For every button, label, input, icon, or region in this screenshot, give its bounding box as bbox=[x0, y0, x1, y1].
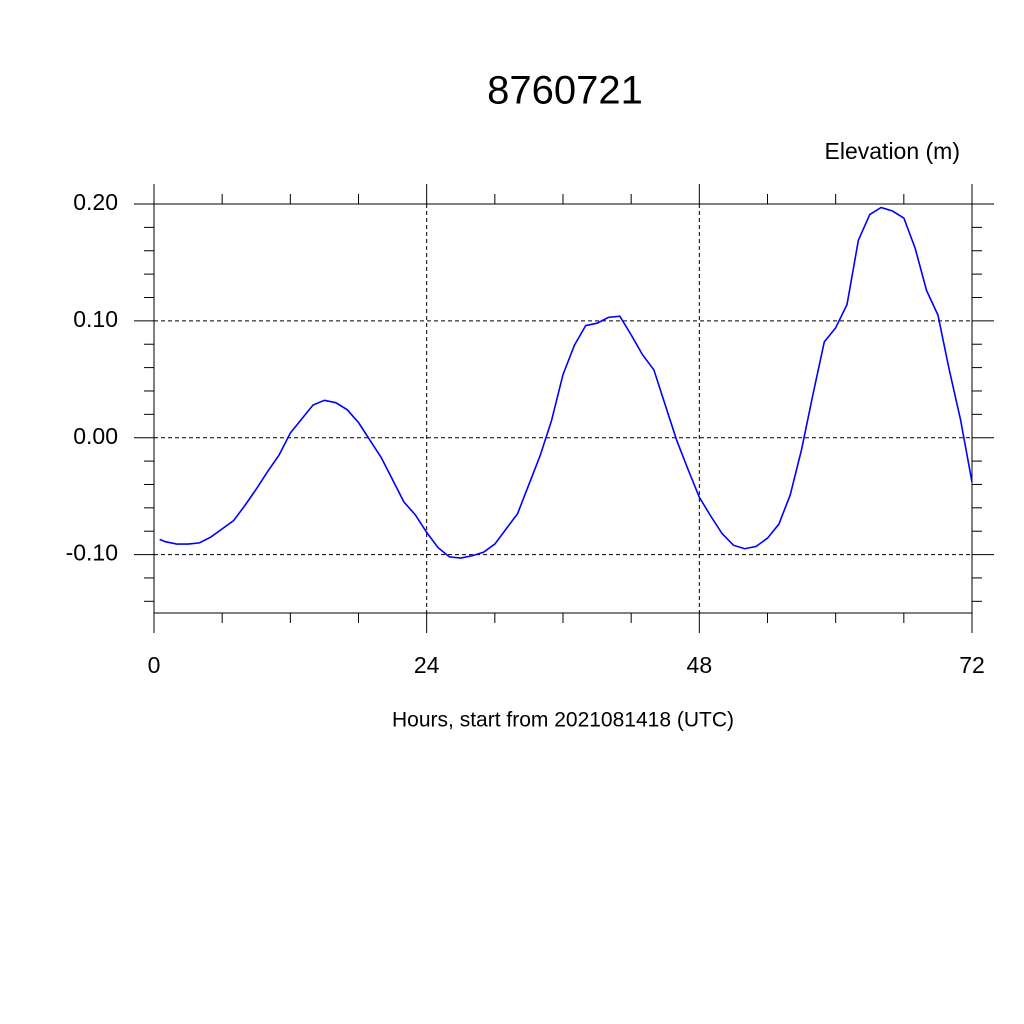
x-tick-label: 48 bbox=[687, 652, 713, 678]
chart-title: 8760721 bbox=[487, 69, 643, 113]
data-line bbox=[159, 206, 973, 559]
plot-frame bbox=[153, 203, 973, 614]
y-unit-label: Elevation (m) bbox=[825, 138, 960, 164]
y-tick-label: 0.20 bbox=[73, 189, 118, 215]
x-tick-label: 24 bbox=[414, 652, 440, 678]
y-tick-label: 0.10 bbox=[73, 306, 118, 332]
y-tick-label: -0.10 bbox=[66, 540, 118, 566]
x-axis-label: Hours, start from 2021081418 (UTC) bbox=[392, 709, 734, 732]
x-tick-label: 72 bbox=[959, 652, 985, 678]
y-tick-label: 0.00 bbox=[73, 423, 118, 449]
x-tick-label: 0 bbox=[148, 652, 161, 678]
